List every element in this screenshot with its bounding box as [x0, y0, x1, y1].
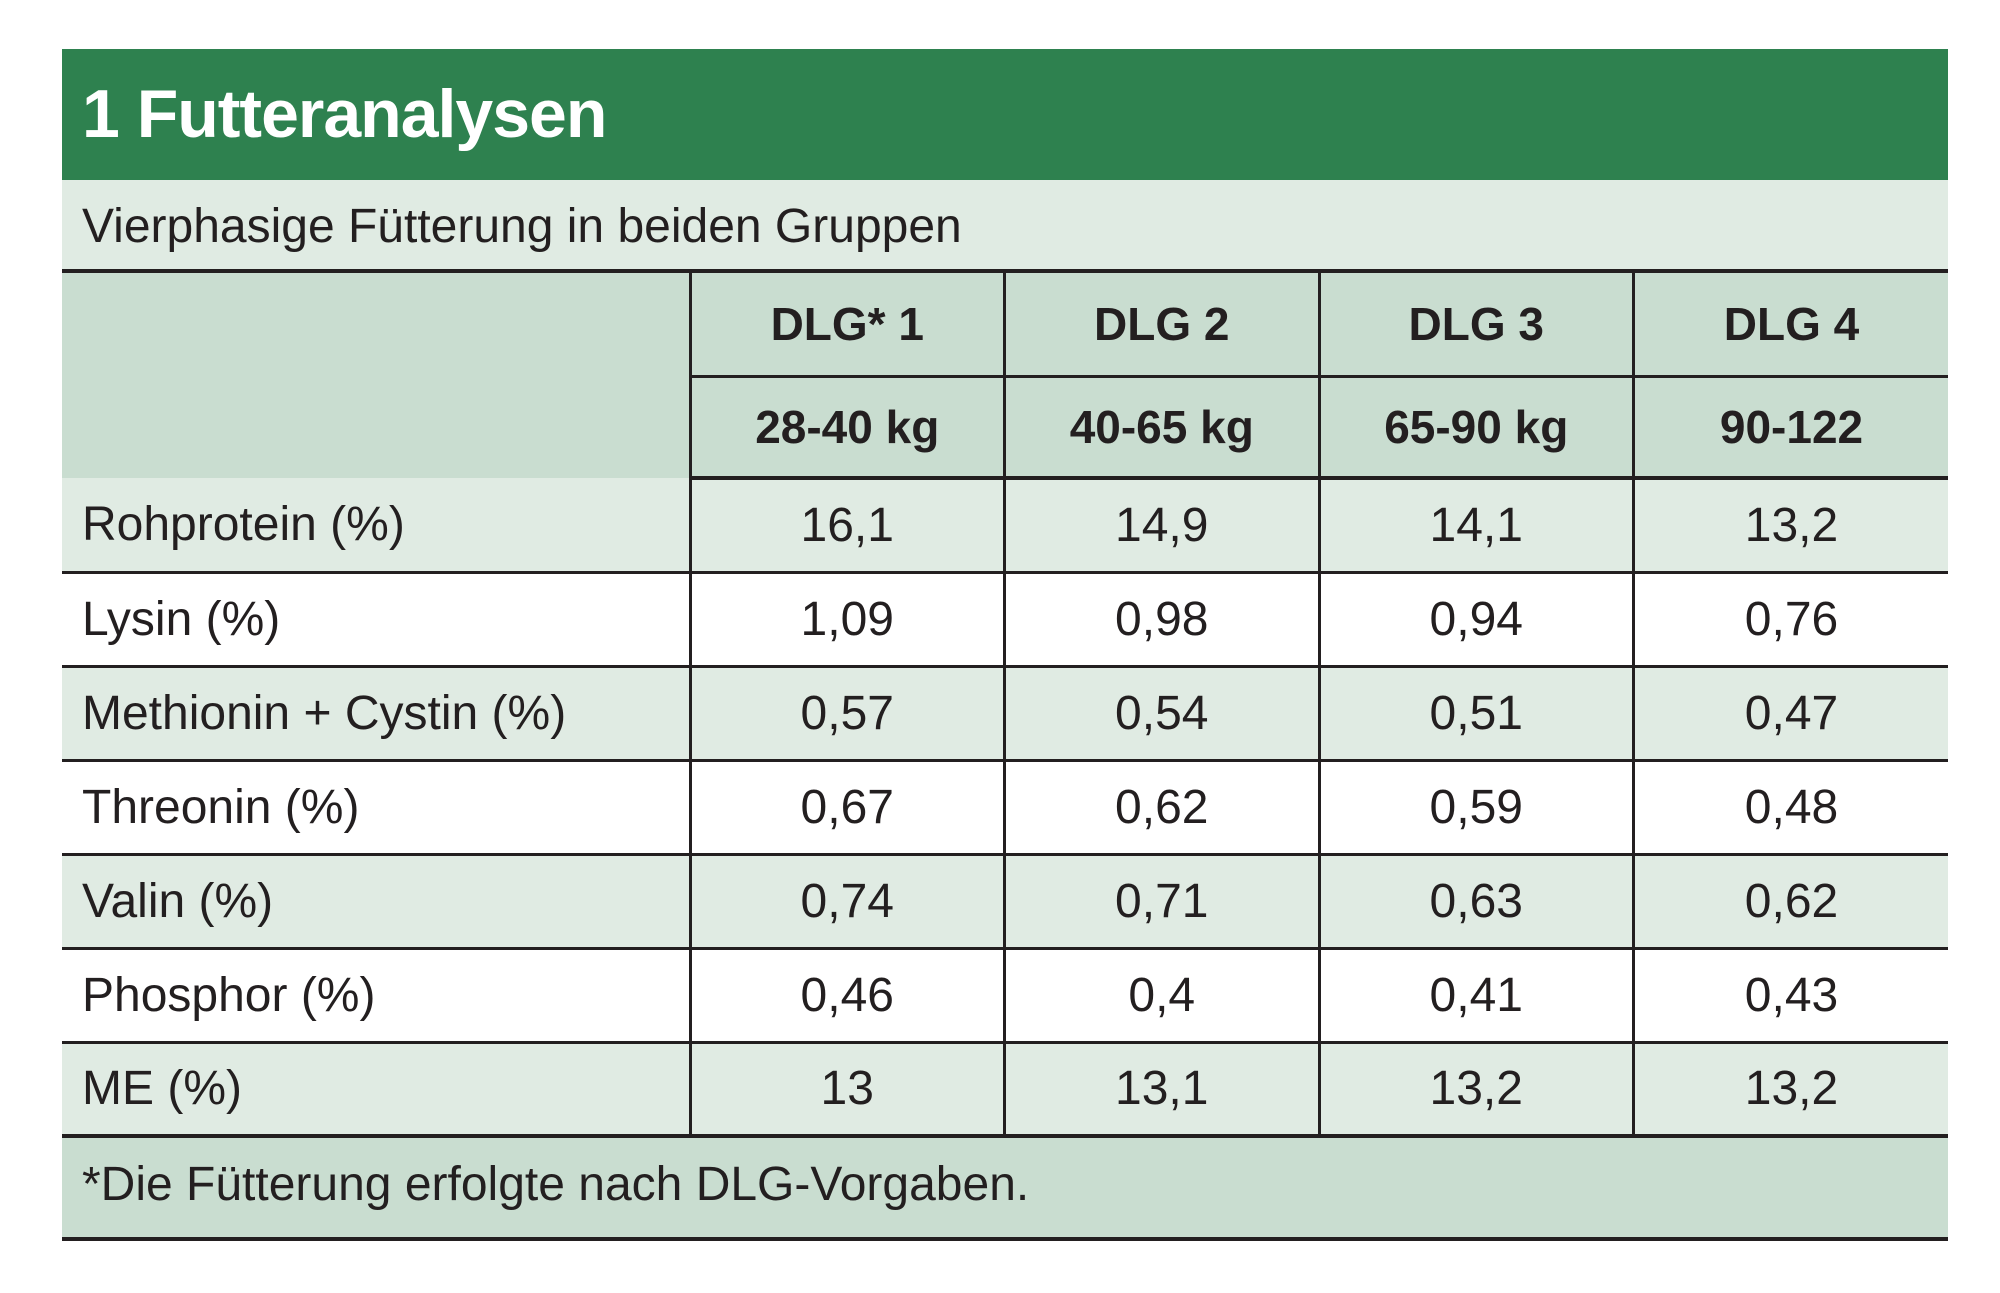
cell-value: 0,43: [1632, 948, 1948, 1044]
table-row: Valin (%) 0,74 0,71 0,63 0,62: [62, 854, 1948, 950]
row-label: Methionin + Cystin (%): [62, 666, 692, 762]
cell-value: 0,71: [1003, 854, 1319, 950]
cell-value: 0,67: [688, 760, 1005, 856]
cell-value: 13,2: [1317, 1042, 1634, 1138]
weight-header: 90-122: [1632, 376, 1948, 480]
row-label: Phosphor (%): [62, 948, 692, 1044]
cell-value: 0,63: [1317, 854, 1634, 950]
cell-value: 14,1: [1317, 478, 1634, 574]
cell-value: 13,1: [1003, 1042, 1319, 1138]
weight-header: 28-40 kg: [688, 376, 1005, 480]
phase-header: DLG 2: [1003, 273, 1319, 378]
cell-value: 0,51: [1317, 666, 1634, 762]
cell-value: 1,09: [688, 572, 1005, 668]
table-row: Threonin (%) 0,67 0,62 0,59 0,48: [62, 760, 1948, 856]
cell-value: 13,2: [1632, 1042, 1948, 1138]
cell-value: 14,9: [1003, 478, 1319, 574]
row-label: Threonin (%): [62, 760, 692, 856]
cell-value: 0,4: [1003, 948, 1319, 1044]
phase-header: DLG 3: [1317, 273, 1634, 378]
cell-value: 0,98: [1003, 572, 1319, 668]
cell-value: 0,94: [1317, 572, 1634, 668]
cell-value: 0,41: [1317, 948, 1634, 1044]
weight-header: 65-90 kg: [1317, 376, 1634, 480]
table-subtitle: Vierphasige Fütterung in beiden Gruppen: [62, 180, 1948, 273]
phase-header: DLG 4: [1632, 273, 1948, 378]
feed-analysis-table: 1 Futteranalysen Vierphasige Fütterung i…: [62, 49, 1948, 1241]
table-row: Phosphor (%) 0,46 0,4 0,41 0,43: [62, 948, 1948, 1044]
cell-value: 16,1: [688, 478, 1005, 574]
cell-value: 0,62: [1632, 854, 1948, 950]
table-row: Methionin + Cystin (%) 0,57 0,54 0,51 0,…: [62, 666, 1948, 762]
cell-value: 0,76: [1632, 572, 1948, 668]
table-row: Rohprotein (%) 16,1 14,9 14,1 13,2: [62, 478, 1948, 574]
table-row: Lysin (%) 1,09 0,98 0,94 0,76: [62, 572, 1948, 668]
phase-header: DLG* 1: [688, 273, 1005, 378]
cell-value: 0,46: [688, 948, 1005, 1044]
row-label: ME (%): [62, 1042, 692, 1138]
cell-value: 13: [688, 1042, 1005, 1138]
cell-value: 0,62: [1003, 760, 1319, 856]
cell-value: 0,47: [1632, 666, 1948, 762]
analysis-grid: DLG* 1 DLG 2 DLG 3 DLG 4 28-40 kg 40-65 …: [62, 273, 1948, 1138]
cell-value: 0,48: [1632, 760, 1948, 856]
header-corner: [62, 273, 692, 478]
row-label: Lysin (%): [62, 572, 692, 668]
table-title: 1 Futteranalysen: [62, 49, 1948, 180]
cell-value: 0,54: [1003, 666, 1319, 762]
cell-value: 0,57: [688, 666, 1005, 762]
cell-value: 0,59: [1317, 760, 1634, 856]
table-footnote: *Die Fütterung erfolgte nach DLG-Vorgabe…: [62, 1138, 1948, 1241]
cell-value: 13,2: [1632, 478, 1948, 574]
weight-header: 40-65 kg: [1003, 376, 1319, 480]
row-label: Valin (%): [62, 854, 692, 950]
row-label: Rohprotein (%): [62, 478, 692, 574]
table-row: ME (%) 13 13,1 13,2 13,2: [62, 1042, 1948, 1138]
header-row-weight: 28-40 kg 40-65 kg 65-90 kg 90-122: [62, 376, 1948, 480]
cell-value: 0,74: [688, 854, 1005, 950]
header-row-phase: DLG* 1 DLG 2 DLG 3 DLG 4: [62, 273, 1948, 478]
